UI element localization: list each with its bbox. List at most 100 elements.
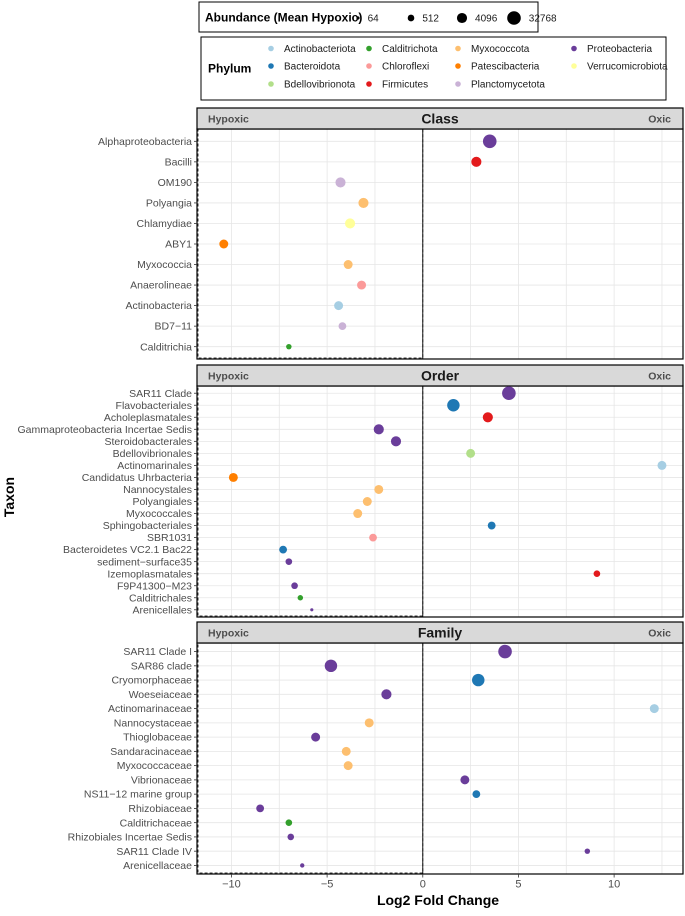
facet-panels: Class Hypoxic Oxic Alphaproteobacteria Bacil… — [17, 107, 684, 875]
color-legend-dot-firmicutes — [366, 81, 372, 87]
color-legend-dot-proteobacteria — [571, 45, 577, 52]
color-legend-box — [200, 36, 667, 101]
y-tick-label-actinomarinales: Actinomarinales — [117, 460, 192, 472]
strip-title-family: Family — [418, 625, 463, 641]
point-sphingobacteriales — [487, 521, 496, 530]
point-alphaproteobacteria — [482, 134, 497, 149]
strip-class — [196, 107, 684, 130]
y-tick-label-calditrichales: Calditrichales — [129, 592, 192, 604]
point-thioglobaceae — [311, 732, 321, 742]
y-tick-label-flavobacteriales: Flavobacteriales — [116, 400, 192, 412]
y-tick-label-sandaracinaceae: Sandaracinaceae — [110, 746, 192, 758]
color-legend-dot-chloroflexi — [366, 63, 372, 69]
strip-family — [196, 621, 684, 644]
y-tick-label-polyangiales: Polyangiales — [132, 496, 192, 508]
point-actinomarinaceae — [649, 704, 659, 714]
y-tick-label-thioglobaceae: Thioglobaceae — [123, 732, 192, 744]
y-axis-title: Taxon — [1, 477, 17, 517]
point-sar11-clade-i — [498, 644, 512, 659]
y-tick-label-polyangia: Polyangia — [146, 198, 192, 210]
point-bd7-11 — [338, 322, 347, 331]
panel-class: Class Hypoxic Oxic Alphaproteobacteria Bacil… — [98, 107, 684, 360]
point-actinomarinales — [657, 460, 667, 470]
point-bacilli — [471, 156, 482, 167]
color-legend-dot-verrucomicrobiota — [571, 63, 577, 69]
color-legend-dot-bacteroidota — [268, 63, 274, 69]
point-myxococcaceae — [343, 761, 353, 771]
y-tick-label-f9p41300-m23: F9P41300−M23 — [117, 580, 192, 592]
y-tick-label-actinobacteria: Actinobacteria — [125, 300, 192, 312]
y-tick-label-candidatus-uhrbacteria: Candidatus Uhrbacteria — [82, 472, 192, 484]
point-woeseiaceae — [381, 689, 392, 700]
y-tick-label-bd7-11: BD7−11 — [155, 321, 193, 333]
size-legend-dot-4096 — [456, 12, 468, 24]
point-sandaracinaceae — [341, 746, 351, 756]
point-candidatus-uhrbacteria — [228, 472, 238, 482]
size-legend-dot-32768 — [507, 11, 521, 25]
point-flavobacteriales — [447, 399, 460, 412]
y-tick-label-vibrionaceae: Vibrionaceae — [131, 774, 192, 786]
point-vibrionaceae — [460, 775, 470, 785]
panel-order: Order Hypoxic Oxic SAR11 CladeFlavobacteria… — [17, 364, 684, 618]
strip-label-hypoxic: Hypoxic — [208, 628, 249, 640]
point-bacteroidetes-vc2-1-bac22 — [279, 545, 288, 554]
x-tick-label-0: −10 — [222, 879, 241, 891]
size-legend-label-512: 512 — [422, 14, 439, 25]
y-tick-label-gammaproteobacteria-incertae-sedis: Gammaproteobacteria Incertae Sedis — [17, 424, 192, 436]
y-tick-label-rhizobiaceae: Rhizobiaceae — [128, 803, 192, 815]
point-nannocystales — [374, 484, 384, 494]
strip-label-oxic: Oxic — [648, 371, 671, 383]
x-tick-label-1: −5 — [321, 879, 334, 891]
color-legend-dot-calditrichota — [366, 45, 372, 52]
color-legend-label-myxococcota: Myxococcota — [471, 44, 530, 55]
color-legend-title: Phylum — [208, 62, 251, 76]
point-izemoplasmatales — [593, 570, 601, 578]
y-tick-label-ns11-12-marine-group: NS11−12 marine group — [84, 789, 192, 801]
color-legend-label-bacteroidota: Bacteroidota — [284, 62, 341, 73]
y-tick-label-arenicellales: Arenicellales — [132, 604, 192, 616]
strip-title-order: Order — [421, 368, 460, 384]
point-calditrichaceae — [285, 819, 293, 826]
y-tick-label-bacteroidetes-vc2-1-bac22: Bacteroidetes VC2.1 Bac22 — [63, 544, 192, 556]
y-tick-label-sar11-clade-iv: SAR11 Clade IV — [116, 846, 192, 858]
point-cryomorphaceae — [472, 673, 485, 687]
x-tick-label-3: 5 — [515, 879, 521, 891]
y-tick-label-woeseiaceae: Woeseiaceae — [129, 689, 193, 701]
point-nannocystaceae — [364, 718, 374, 728]
y-tick-label-chlamydiae: Chlamydiae — [137, 218, 193, 230]
point-rhizobiales-incertae-sedis — [287, 833, 295, 841]
y-tick-label-sar86-clade: SAR86 clade — [131, 660, 192, 672]
point-polyangiales — [362, 497, 372, 506]
color-legend-label-firmicutes: Firmicutes — [382, 80, 428, 91]
point-arenicellaceae — [300, 863, 305, 868]
point-calditrichia — [286, 343, 292, 350]
y-tick-label-myxococcaceae: Myxococcaceae — [117, 760, 192, 772]
point-myxococcales — [353, 509, 363, 519]
size-legend-label-4096: 4096 — [475, 14, 498, 25]
strip-label-hypoxic: Hypoxic — [208, 371, 249, 383]
y-tick-label-arenicellaceae: Arenicellaceae — [123, 860, 192, 872]
strip-label-hypoxic: Hypoxic — [208, 114, 249, 126]
y-tick-label-aby1: ABY1 — [165, 239, 192, 251]
y-tick-label-nannocystales: Nannocystales — [123, 484, 192, 496]
point-sar86-clade — [324, 659, 338, 673]
strip-label-oxic: Oxic — [648, 628, 671, 640]
size-legend-label-64: 64 — [368, 14, 380, 25]
point-polyangia — [358, 197, 369, 208]
color-legend-label-proteobacteria: Proteobacteria — [587, 44, 652, 55]
color-legend-label-actinobacteriota: Actinobacteriota — [284, 44, 356, 55]
strip-label-oxic: Oxic — [648, 114, 671, 126]
y-tick-label-bacilli: Bacilli — [165, 156, 192, 168]
size-legend-dot-64 — [356, 16, 360, 20]
x-tick-label-2: 0 — [420, 879, 426, 891]
y-tick-label-calditrichaceae: Calditrichaceae — [120, 817, 193, 829]
y-tick-label-steroidobacterales: Steroidobacterales — [104, 436, 192, 448]
y-tick-label-cryomorphaceae: Cryomorphaceae — [111, 675, 192, 687]
y-tick-label-alphaproteobacteria: Alphaproteobacteria — [98, 136, 192, 148]
strip-order — [196, 364, 684, 387]
point-chlamydiae — [345, 218, 356, 229]
point-ns11-12-marine-group — [472, 790, 481, 799]
y-tick-label-anaerolineae: Anaerolineae — [130, 280, 192, 292]
color-legend-dot-planctomycetota — [455, 81, 461, 87]
point-steroidobacterales — [390, 436, 402, 447]
